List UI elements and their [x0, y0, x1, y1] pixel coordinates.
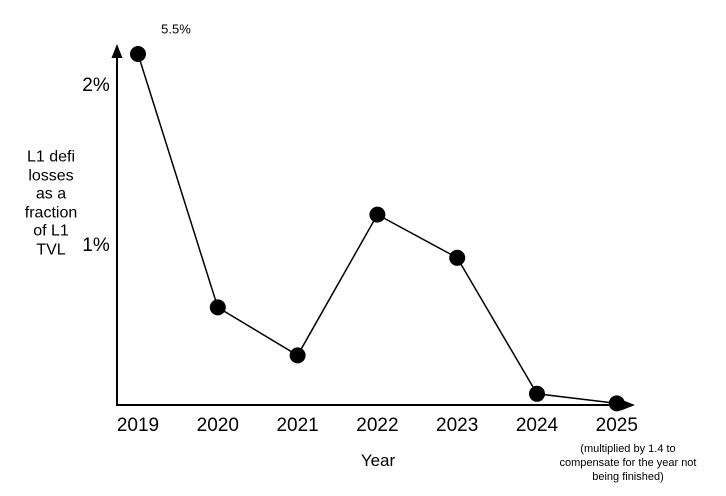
- y-axis-arrow-icon: [111, 44, 123, 58]
- x-tick-label-2025: 2025: [595, 415, 638, 436]
- data-point-2024: [529, 385, 545, 402]
- data-line: [137, 53, 617, 405]
- data-point-2023: [449, 249, 466, 266]
- data-point-2022: [369, 206, 386, 223]
- y-tick-label-1pct: 1%: [82, 235, 110, 256]
- data-point-2019: [130, 46, 146, 62]
- x-tick-label-2019: 2019: [116, 415, 160, 436]
- footnote-2025-adjustment: (multiplied by 1.4 to compensate for the…: [559, 443, 697, 483]
- y-axis-title: L1 defi losses as a fraction of L1 TVL: [24, 148, 78, 259]
- x-tick-label-2020: 2020: [196, 415, 239, 436]
- data-point-2020: [209, 299, 226, 316]
- axes: [111, 44, 635, 411]
- annotation-first-point-value: 5.5%: [161, 21, 191, 37]
- y-tick-label-2pct: 2%: [82, 75, 110, 96]
- data-point-2021: [289, 347, 306, 364]
- x-tick-label-2024: 2024: [515, 415, 559, 436]
- x-tick-label-2022: 2022: [356, 415, 399, 436]
- data-point-2025: [608, 395, 625, 412]
- data-series: [130, 46, 625, 412]
- x-tick-label-2023: 2023: [436, 415, 479, 436]
- x-axis-title: Year: [360, 451, 396, 470]
- x-tick-label-2021: 2021: [276, 415, 319, 436]
